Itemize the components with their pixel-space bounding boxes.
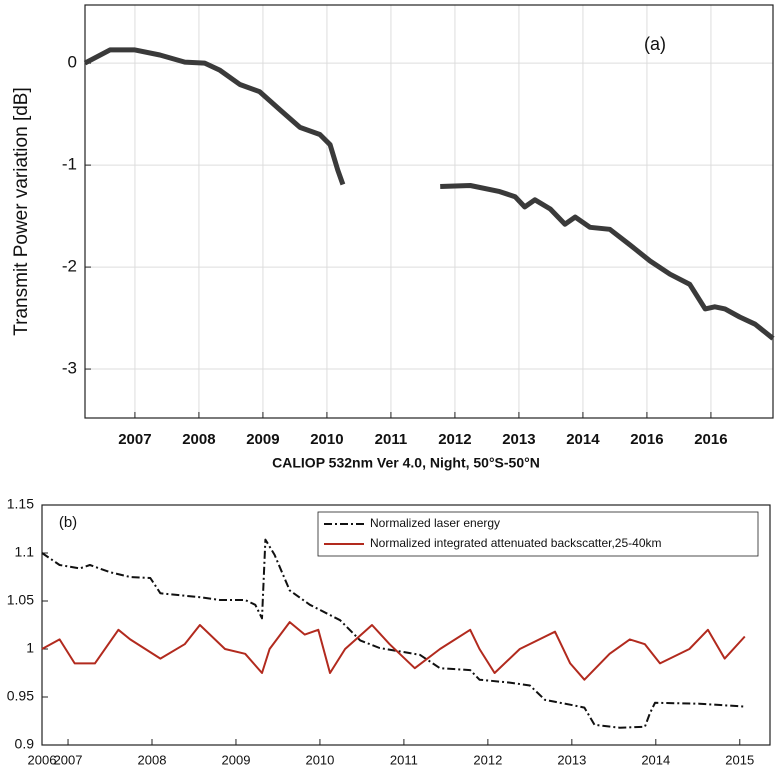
data-line	[41, 538, 745, 729]
x-tick-label: 2007	[54, 752, 83, 767]
y-tick-label: 0.9	[15, 736, 35, 752]
y-tick-label: 1.15	[7, 496, 34, 512]
x-tick-label: 2012	[438, 431, 471, 448]
y-tick-label: -1	[62, 155, 77, 174]
x-tick-label: 2012	[473, 752, 502, 767]
chart-title: CALIOP 532nm Ver 4.0, Night, 50°S-50°N	[272, 455, 540, 471]
legend-box	[317, 511, 759, 557]
data-line	[41, 621, 746, 681]
x-tick-label: 2016	[630, 431, 663, 448]
y-tick-label: 1.05	[7, 592, 34, 608]
x-tick-label: 2006	[28, 752, 57, 767]
data-line	[83, 47, 775, 341]
y-tick-label: -3	[62, 359, 77, 378]
y-tick-label: 0.95	[7, 688, 34, 704]
legend-label: Normalized laser energy	[370, 516, 500, 530]
y-tick-label: 1	[26, 640, 34, 656]
x-tick-label: 2013	[502, 431, 535, 448]
x-tick-label: 2010	[305, 752, 334, 767]
x-tick-label: 2016	[694, 431, 727, 448]
legend-label: Normalized integrated attenuated backsca…	[370, 536, 662, 550]
panel-label: (b)	[59, 514, 77, 531]
x-tick-label: 2008	[138, 752, 167, 767]
x-tick-label: 2008	[182, 431, 215, 448]
x-tick-label: 2007	[118, 431, 151, 448]
x-tick-label: 2011	[375, 431, 408, 448]
x-tick-label: 2014	[641, 752, 670, 767]
plot-frame	[41, 504, 771, 746]
panel-label: (a)	[644, 34, 666, 54]
y-tick-label: 1.1	[15, 544, 35, 560]
x-tick-label: 2015	[725, 752, 754, 767]
x-tick-label: 2009	[222, 752, 251, 767]
x-tick-label: 2013	[557, 752, 586, 767]
plot-frame	[84, 4, 774, 419]
y-tick-label: 0	[68, 53, 77, 72]
y-axis-label: Transmit Power variation [dB]	[11, 87, 32, 336]
x-tick-label: 2009	[246, 431, 279, 448]
y-tick-label: -2	[62, 257, 77, 276]
x-tick-label: 2010	[310, 431, 343, 448]
x-tick-label: 2014	[566, 431, 600, 448]
x-tick-label: 2011	[390, 752, 418, 767]
